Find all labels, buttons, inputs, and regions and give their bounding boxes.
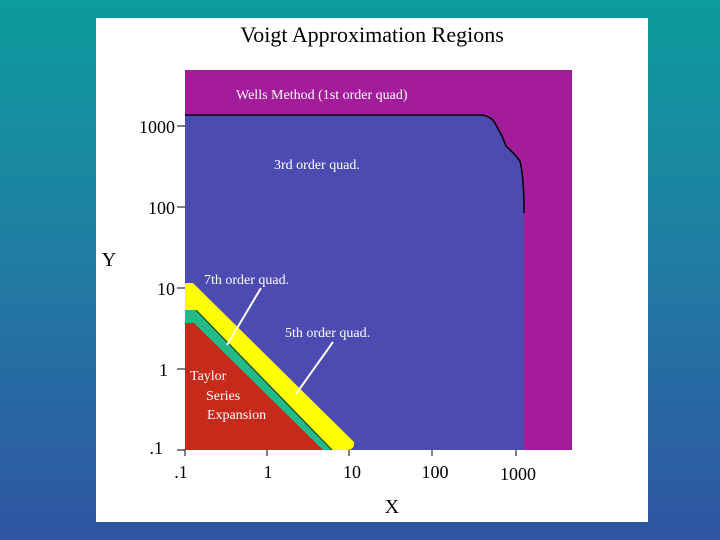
- label-3rd-order: 3rd order quad.: [274, 158, 360, 173]
- y-tick-label-10: 10: [157, 279, 175, 299]
- voigt-region-chart: Voigt Approximation Regions Wells Method…: [102, 22, 572, 518]
- y-tick-label-0.1: .1: [150, 438, 164, 458]
- region-taylor: [185, 323, 323, 450]
- label-taylor-line2: Series: [206, 389, 240, 404]
- y-axis-ticks: [177, 125, 185, 451]
- label-7th-order: 7th order quad.: [204, 273, 289, 288]
- y-axis-label: Y: [102, 249, 116, 271]
- x-tick-label-1: 1: [264, 462, 273, 482]
- label-taylor-line3: Expansion: [207, 408, 266, 423]
- label-taylor-line1: Taylor: [190, 369, 227, 384]
- label-5th-order: 5th order quad.: [285, 326, 370, 341]
- y-tick-label-1000: 1000: [139, 117, 175, 137]
- x-tick-label-0.1: .1: [174, 462, 188, 482]
- region-3rd-order-edge: [185, 114, 525, 214]
- label-wells: Wells Method (1st order quad): [236, 88, 408, 103]
- slide-panel: Voigt Approximation Regions Wells Method…: [96, 18, 648, 522]
- y-tick-label-1: 1: [159, 360, 168, 380]
- x-axis-label: X: [385, 496, 400, 518]
- pointer-7th-order: [226, 287, 262, 346]
- x-axis-ticks: [184, 450, 517, 456]
- region-5th-order-border: [195, 309, 333, 451]
- x-tick-label-100: 100: [422, 462, 449, 482]
- y-tick-label-100: 100: [148, 198, 175, 218]
- chart-title: Voigt Approximation Regions: [240, 22, 504, 47]
- x-tick-label-1000: 1000: [500, 464, 536, 484]
- pointer-5th-order: [295, 341, 334, 395]
- x-tick-label-10: 10: [343, 462, 361, 482]
